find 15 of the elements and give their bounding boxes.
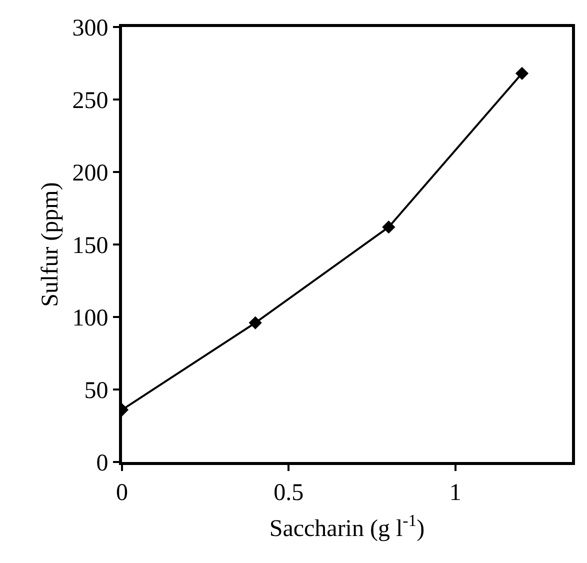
y-tick-label: 100 (72, 305, 108, 332)
y-axis-title: Sulfur (ppm) (37, 182, 64, 307)
y-tick-label: 300 (72, 15, 108, 42)
x-axis-title: Saccharin (g l$^{-1}$) (269, 511, 425, 542)
x-tick-label: 1 (449, 480, 462, 506)
y-tick-label: 50 (84, 378, 108, 404)
y-tick-label: 200 (72, 160, 108, 186)
y-tick-label: 0 (96, 450, 108, 476)
y-tick-label: 150 (72, 232, 108, 259)
x-tick-label: 0 (116, 480, 128, 506)
point (382, 220, 396, 234)
point (516, 67, 528, 80)
x-tick-label: 0.5 (274, 480, 304, 506)
y-tick-label: 250 (72, 88, 108, 114)
point (248, 316, 262, 330)
